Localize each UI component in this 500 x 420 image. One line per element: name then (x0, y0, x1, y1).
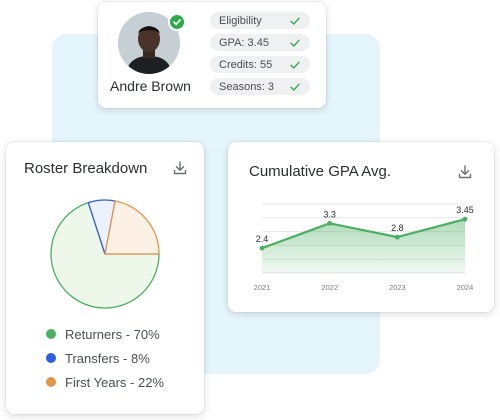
gpa-point[interactable] (394, 234, 400, 240)
gpa-title: Cumulative GPA Avg. (249, 163, 392, 180)
gpa-point[interactable] (327, 220, 333, 226)
check-icon (290, 83, 300, 91)
stat-seasons: Seasons: 3 (210, 78, 310, 95)
legend-item-first-years: First Years - 22% (46, 370, 164, 394)
roster-legend: Returners - 70% Transfers - 8% First Yea… (46, 322, 164, 394)
x-tick-label: 2021 (254, 283, 271, 292)
gpa-line-chart: 2.4 2021 3.3 2022 2.8 2023 3.45 2024 (254, 203, 474, 292)
stat-label: Credits: 55 (219, 58, 273, 71)
cumulative-gpa-card: Cumulative GPA Avg. 2.4 2021 3.3 2022 2.8 202… (228, 142, 494, 312)
x-tick-label: 2022 (321, 283, 338, 292)
stat-label: Eligibility (219, 14, 262, 27)
roster-breakdown-card: Roster Breakdown Returners - 70% Transfe… (6, 142, 204, 414)
pie-slice-returners[interactable] (50, 201, 160, 309)
download-icon[interactable] (172, 160, 188, 176)
stat-credits: Credits: 55 (210, 56, 310, 73)
gpa-series-line (261, 218, 466, 250)
gpa-point[interactable] (259, 245, 265, 251)
check-icon (290, 39, 300, 47)
check-icon (290, 17, 300, 25)
x-tick-label: 2023 (389, 283, 406, 292)
athlete-name: Andre Brown (110, 78, 191, 94)
legend-swatch (46, 353, 56, 363)
roster-pie-chart (50, 199, 160, 309)
stat-eligibility: Eligibility (210, 12, 310, 29)
legend-swatch (46, 329, 56, 339)
legend-label: Returners - 70% (65, 326, 160, 342)
stat-list: Eligibility GPA: 3.45 Credits: 55 Season… (210, 12, 310, 100)
check-icon (290, 61, 300, 69)
gpa-data-label: 2.4 (256, 234, 269, 244)
verified-check-icon (168, 13, 186, 31)
x-tick-label: 2024 (457, 283, 474, 292)
gpa-point[interactable] (462, 216, 468, 222)
gpa-data-label: 3.45 (456, 205, 474, 215)
legend-label: Transfers - 8% (65, 350, 150, 366)
athlete-profile-card: Andre Brown Eligibility GPA: 3.45 Credit… (98, 2, 326, 108)
gpa-data-label: 3.3 (323, 209, 336, 219)
roster-title: Roster Breakdown (24, 160, 148, 177)
pie-slice-first-years[interactable] (104, 200, 160, 255)
legend-item-returners: Returners - 70% (46, 322, 164, 346)
stat-label: Seasons: 3 (219, 80, 275, 93)
download-icon[interactable] (457, 164, 473, 180)
stat-gpa: GPA: 3.45 (210, 34, 310, 51)
legend-item-transfers: Transfers - 8% (46, 346, 164, 370)
stat-label: GPA: 3.45 (219, 36, 269, 49)
legend-label: First Years - 22% (65, 374, 164, 390)
legend-swatch (46, 377, 56, 387)
avatar-container (118, 12, 186, 74)
gpa-data-label: 2.8 (391, 223, 404, 233)
